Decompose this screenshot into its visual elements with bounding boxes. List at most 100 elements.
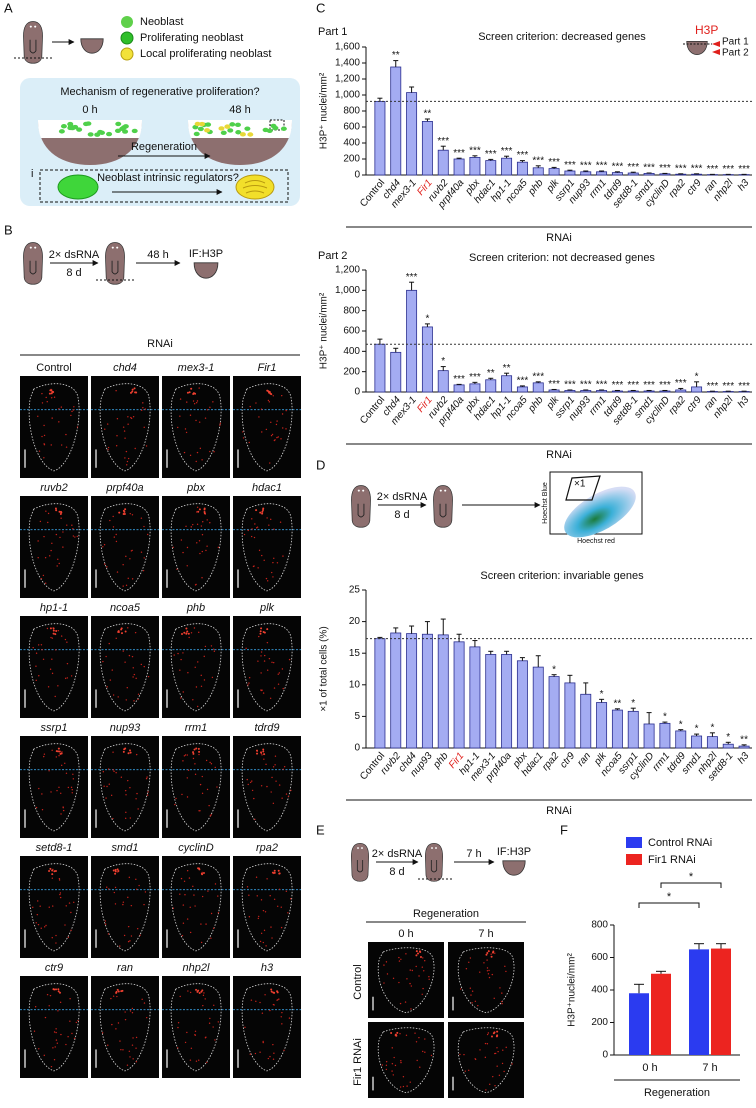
speckle: [132, 578, 133, 579]
speckle: [59, 894, 60, 895]
speckle: [422, 966, 423, 967]
significance: **: [487, 368, 495, 379]
speckle: [187, 672, 188, 673]
speckle: [128, 458, 129, 459]
speckle: [55, 988, 57, 990]
speckle: [264, 632, 266, 634]
speckle: [207, 890, 208, 891]
bar: [470, 384, 480, 392]
speckle: [287, 912, 288, 913]
speckle: [268, 400, 269, 401]
speckle: [123, 585, 124, 586]
speckle: [387, 973, 388, 974]
speckle: [192, 886, 193, 887]
speckle: [273, 766, 274, 767]
speckle: [405, 1001, 406, 1002]
significance: ***: [469, 372, 481, 383]
speckle: [39, 906, 40, 907]
speckle: [57, 988, 59, 990]
speckle: [58, 408, 59, 409]
speckle: [201, 459, 202, 460]
speckle: [125, 794, 126, 795]
speckle: [205, 998, 206, 999]
speckle: [264, 655, 265, 656]
bar: [422, 327, 432, 392]
speckle: [278, 870, 280, 872]
speckle: [201, 989, 203, 991]
worm-icon: [23, 21, 42, 63]
speckle: [41, 436, 42, 437]
speckle: [129, 749, 131, 751]
bar: [549, 169, 559, 175]
speckle: [197, 452, 198, 453]
speckle: [50, 995, 51, 996]
speckle: [215, 767, 216, 768]
speckle: [105, 923, 106, 924]
speckle: [72, 528, 73, 529]
significance: *: [441, 356, 445, 367]
speckle: [196, 461, 197, 462]
x-tick-label: 7 h: [702, 1062, 717, 1074]
speckle: [130, 392, 132, 394]
speckle: [51, 870, 53, 872]
speckle: [201, 675, 202, 676]
speckle: [185, 526, 186, 527]
speckle: [115, 1028, 116, 1029]
speckle: [194, 763, 195, 764]
speckle: [105, 656, 106, 657]
speckle: [41, 793, 42, 794]
speckle: [44, 435, 45, 436]
speckle: [217, 895, 218, 896]
cell-dot: [88, 132, 94, 136]
speckle: [132, 1008, 133, 1009]
speckle: [485, 1043, 486, 1044]
speckle: [270, 422, 271, 423]
speckle: [269, 1010, 270, 1011]
speckle: [274, 870, 276, 872]
speckle: [198, 751, 200, 753]
speckle: [400, 1086, 401, 1087]
speckle: [273, 1059, 274, 1060]
speckle: [113, 869, 115, 871]
speckle: [276, 424, 277, 425]
speckle: [135, 392, 137, 394]
legend-label: Fir1 RNAi: [648, 854, 696, 866]
y-tick-label: 0: [354, 387, 360, 398]
cell-dot: [263, 128, 269, 132]
speckle: [136, 889, 137, 890]
speckle: [54, 633, 56, 635]
speckle: [127, 461, 128, 462]
speckle: [257, 895, 258, 896]
bar: [533, 667, 543, 748]
speckle: [219, 425, 220, 426]
gene-label: tdrd9: [254, 722, 279, 734]
x-tick-label: phb: [431, 750, 451, 771]
speckle: [198, 632, 199, 633]
speckle: [210, 815, 211, 816]
speckle: [113, 526, 114, 527]
bar: [454, 642, 464, 748]
worm-icon: [23, 242, 42, 284]
speckle: [270, 926, 271, 927]
speckle: [255, 509, 257, 511]
speckle: [118, 991, 120, 993]
speckle: [173, 908, 174, 909]
speckle: [470, 988, 471, 989]
speckle: [132, 514, 133, 515]
speckle: [102, 546, 103, 547]
speckle: [45, 397, 46, 398]
speckle: [49, 868, 51, 870]
speckle: [41, 393, 42, 394]
speckle: [271, 777, 272, 778]
speckle: [386, 961, 387, 962]
significance: ***: [453, 374, 465, 385]
speckle: [196, 511, 197, 512]
speckle: [184, 755, 185, 756]
significance: ***: [659, 163, 671, 174]
speckle: [255, 402, 256, 403]
significance: ***: [453, 148, 465, 159]
speckle: [251, 780, 252, 781]
speckle: [185, 627, 187, 629]
speckle: [271, 937, 272, 938]
speckle: [130, 1010, 131, 1011]
